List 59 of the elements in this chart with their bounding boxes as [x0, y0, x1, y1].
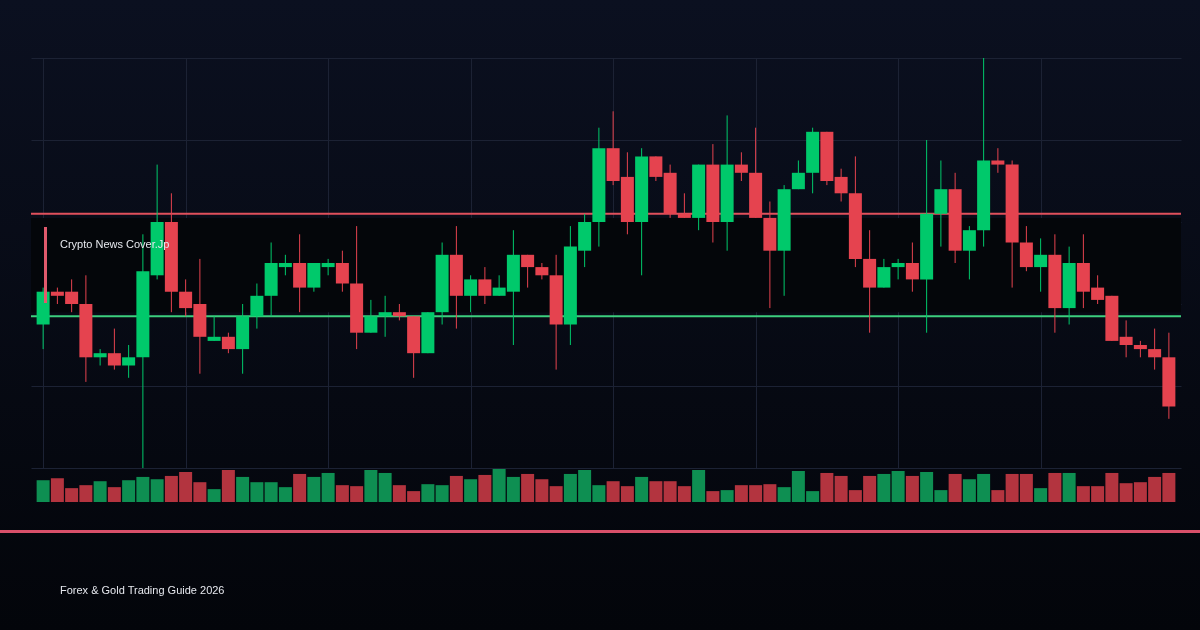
- candlestick: [478, 266, 492, 305]
- bar: [991, 490, 1005, 502]
- bar: [820, 472, 834, 502]
- bar: [649, 481, 663, 502]
- bar: [478, 474, 492, 502]
- bar: [1062, 472, 1076, 502]
- candlestick: [93, 348, 107, 366]
- candlestick: [207, 315, 221, 342]
- bar: [1048, 472, 1062, 502]
- candlestick: [905, 242, 919, 293]
- candlestick: [378, 295, 392, 338]
- candlestick: [535, 262, 549, 280]
- bar: [464, 479, 478, 502]
- bar: [435, 485, 449, 502]
- candlestick: [834, 168, 848, 202]
- bar: [635, 476, 649, 502]
- bar: [449, 475, 463, 502]
- candlestick: [1034, 237, 1048, 293]
- bar: [421, 484, 435, 502]
- candlestick: [962, 225, 976, 280]
- bar: [891, 470, 905, 502]
- candlestick: [891, 258, 905, 280]
- candlestick: [321, 258, 335, 276]
- candlestick: [521, 254, 535, 289]
- candlestick: [677, 192, 691, 219]
- candlestick: [649, 155, 663, 182]
- bar: [948, 473, 962, 502]
- candlestick: [734, 151, 748, 182]
- candlestick: [122, 344, 136, 379]
- candlestick: [991, 147, 1005, 174]
- bar: [1034, 488, 1048, 502]
- bar: [706, 491, 720, 502]
- bar: [93, 481, 107, 502]
- candlestick: [364, 299, 378, 334]
- candlestick: [107, 328, 121, 371]
- bar: [364, 469, 378, 502]
- bar: [36, 480, 50, 502]
- candlestick: [464, 274, 478, 313]
- bar: [720, 490, 734, 502]
- candlestick: [1119, 319, 1133, 358]
- bar: [221, 469, 235, 502]
- bar: [877, 473, 891, 502]
- candlestick: [1148, 328, 1162, 371]
- bar: [293, 473, 307, 502]
- candlestick: [221, 332, 235, 354]
- bar: [107, 487, 121, 502]
- bar: [549, 486, 563, 502]
- bar: [307, 476, 321, 502]
- text: Forex & Gold Trading Guide 2026: [60, 584, 225, 596]
- bar: [150, 479, 164, 502]
- candlestick: [791, 160, 805, 190]
- bar: [905, 475, 919, 502]
- candlestick: [335, 250, 349, 293]
- bar: [692, 469, 706, 502]
- candlestick: [877, 258, 891, 289]
- candlestick: [250, 283, 264, 330]
- bar: [207, 489, 221, 502]
- bar: [378, 472, 392, 502]
- bar: [321, 472, 335, 502]
